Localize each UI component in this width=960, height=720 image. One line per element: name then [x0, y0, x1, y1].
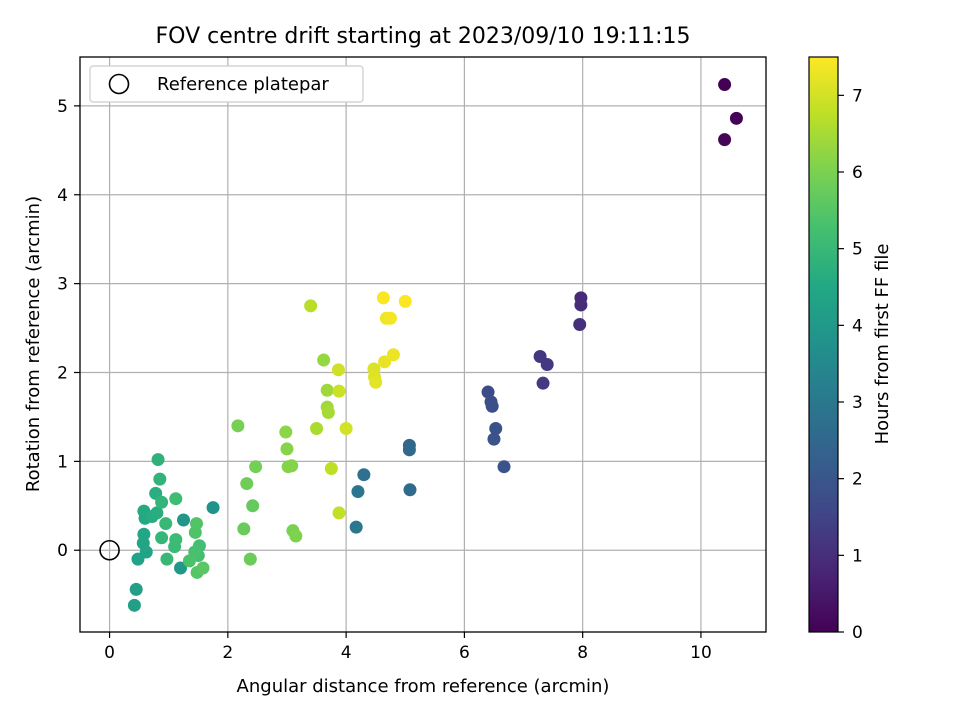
x-axis-ticks: 0 2 4 6 8 10	[104, 632, 712, 663]
scatter-point	[718, 133, 732, 147]
scatter-point	[489, 421, 503, 435]
colorbar-label: Hours from first FF file	[872, 244, 893, 445]
scatter-point	[279, 425, 293, 439]
scatter-point	[176, 513, 190, 527]
scatter-point	[304, 299, 318, 313]
colorbar-tick-label: 5	[852, 240, 863, 260]
scatter-point	[169, 533, 183, 547]
scatter-point	[485, 399, 499, 413]
y-axis-label: Rotation from reference (arcmin)	[23, 196, 44, 492]
colorbar-tick-label: 7	[852, 86, 863, 106]
scatter-point	[574, 298, 588, 312]
colorbar-gradient	[808, 56, 839, 633]
scatter-point	[332, 506, 346, 520]
scatter-point	[240, 477, 254, 491]
scatter-point	[324, 461, 338, 475]
scatter-point	[310, 421, 324, 435]
y-axis-ticks: 0 1 2 3 4 5	[57, 97, 80, 561]
x-tick-label: 6	[459, 643, 470, 663]
scatter-point	[249, 460, 263, 474]
legend-box	[89, 65, 364, 103]
scatter-point	[155, 495, 169, 509]
scatter-point	[339, 421, 353, 435]
x-tick-label: 8	[577, 643, 588, 663]
y-tick-label: 1	[57, 452, 68, 472]
scatter-point	[481, 385, 495, 399]
scatter-point	[718, 78, 732, 92]
scatter-point	[378, 355, 392, 369]
legend: Reference platepar	[89, 65, 364, 103]
scatter-point	[243, 552, 257, 566]
scatter-point	[573, 318, 587, 332]
scatter-point	[317, 353, 331, 367]
scatter-point	[487, 432, 501, 446]
scatter-point	[137, 527, 151, 541]
scatter-point	[398, 294, 412, 308]
scatter-point	[349, 520, 363, 534]
scatter-point	[285, 459, 299, 473]
scatter-point	[289, 529, 303, 543]
colorbar-tick-label: 0	[852, 623, 863, 643]
colorbar-tick-label: 2	[852, 470, 863, 490]
scatter-point	[729, 111, 743, 125]
scatter-point	[160, 552, 174, 566]
scatter-point	[174, 561, 188, 575]
scatter-point	[196, 561, 210, 575]
scatter-point	[376, 291, 390, 305]
colorbar-tick-label: 3	[852, 393, 863, 413]
scatter-point	[497, 460, 511, 474]
legend-marker	[108, 73, 130, 95]
legend-label: Reference platepar	[157, 74, 329, 95]
scatter-point	[231, 419, 245, 433]
scatter-point	[159, 517, 173, 531]
scatter-point	[332, 384, 346, 398]
scatter-point	[403, 483, 417, 497]
colorbar-tick-label: 1	[852, 546, 863, 566]
scatter-point	[280, 442, 294, 456]
x-tick-label: 10	[690, 643, 712, 663]
y-tick-label: 0	[57, 541, 68, 561]
scatter-point	[151, 453, 165, 467]
colorbar-ticks: 0 1 2 3 4 5 6 7	[838, 86, 863, 643]
scatter-point	[321, 405, 335, 419]
scatter-point	[386, 348, 400, 362]
y-tick-label: 5	[57, 97, 68, 117]
scatter-point	[153, 472, 167, 486]
scatter-point	[383, 311, 397, 325]
scatter-point	[190, 517, 204, 531]
scatter-point	[155, 531, 169, 545]
scatter-point	[320, 383, 334, 397]
scatter-point	[540, 357, 554, 371]
scatter-point	[402, 443, 416, 457]
scatter-point	[150, 506, 164, 520]
scatter-point	[237, 522, 251, 536]
x-tick-label: 0	[104, 643, 115, 663]
colorbar-tick-label: 6	[852, 163, 863, 183]
scatter-point	[357, 468, 371, 482]
scatter-point	[536, 376, 550, 390]
y-tick-label: 2	[57, 363, 68, 383]
scatter-point	[129, 582, 143, 596]
scatter-point	[331, 363, 345, 377]
x-tick-label: 2	[222, 643, 233, 663]
reference-point	[99, 539, 120, 561]
scatter-point	[182, 554, 196, 568]
grid-lines	[80, 57, 766, 632]
chart-title: FOV centre drift starting at 2023/09/10 …	[156, 24, 691, 49]
plot-frame	[79, 56, 767, 633]
scatter-point	[169, 492, 183, 506]
scatter-point	[246, 499, 260, 513]
scatter-point	[351, 485, 365, 499]
y-tick-label: 3	[57, 275, 68, 295]
colorbar-tick-label: 4	[852, 316, 863, 336]
y-tick-label: 4	[57, 186, 68, 206]
scatter-point	[127, 598, 141, 612]
data-points	[127, 78, 743, 612]
x-axis-label: Angular distance from reference (arcmin)	[237, 676, 610, 697]
colorbar: 0 1 2 3 4 5 6 7 Hours from first FF file	[808, 56, 893, 643]
scatter-point	[206, 501, 220, 515]
scatter-point	[369, 375, 383, 389]
x-tick-label: 4	[341, 643, 352, 663]
